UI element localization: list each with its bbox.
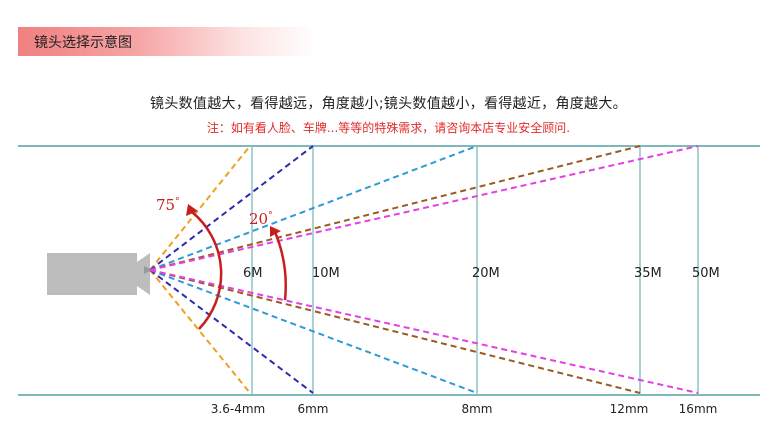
lens-ray-12mm — [149, 145, 641, 394]
lens-ray-3.6-4mm — [149, 145, 251, 394]
camera-icon — [47, 253, 152, 295]
lens-label-16mm: 16mm — [679, 402, 718, 416]
angle-arc-75 — [186, 204, 223, 330]
lens-ray-6mm — [149, 145, 314, 394]
distance-label-6m: 6M — [243, 266, 263, 281]
distance-label-35m: 35M — [634, 266, 662, 281]
distance-label-10m: 10M — [312, 266, 340, 281]
distance-label-50m: 50M — [692, 266, 720, 281]
lens-label-12mm: 12mm — [610, 402, 649, 416]
angle-arc-20 — [270, 226, 287, 301]
lens-ray-16mm — [149, 145, 699, 394]
lens-ray-8mm — [149, 145, 478, 394]
lens-label-8mm: 8mm — [461, 402, 492, 416]
header-band — [18, 27, 318, 56]
angle-label-75: 75° — [156, 196, 180, 214]
caption-main: 镜头数值越大，看得越远，角度越小;镜头数值越小，看得越近，角度越大。 — [150, 96, 627, 112]
caption-note: 注：如有看人脸、车牌...等等的特殊需求，请咨询本店专业安全顾问. — [206, 121, 571, 135]
angle-label-20: 20° — [249, 210, 273, 228]
distance-label-20m: 20M — [472, 266, 500, 281]
lens-label-3.6-4mm: 3.6-4mm — [211, 402, 265, 416]
lens-label-6mm: 6mm — [297, 402, 328, 416]
header-title: 镜头选择示意图 — [34, 35, 132, 51]
